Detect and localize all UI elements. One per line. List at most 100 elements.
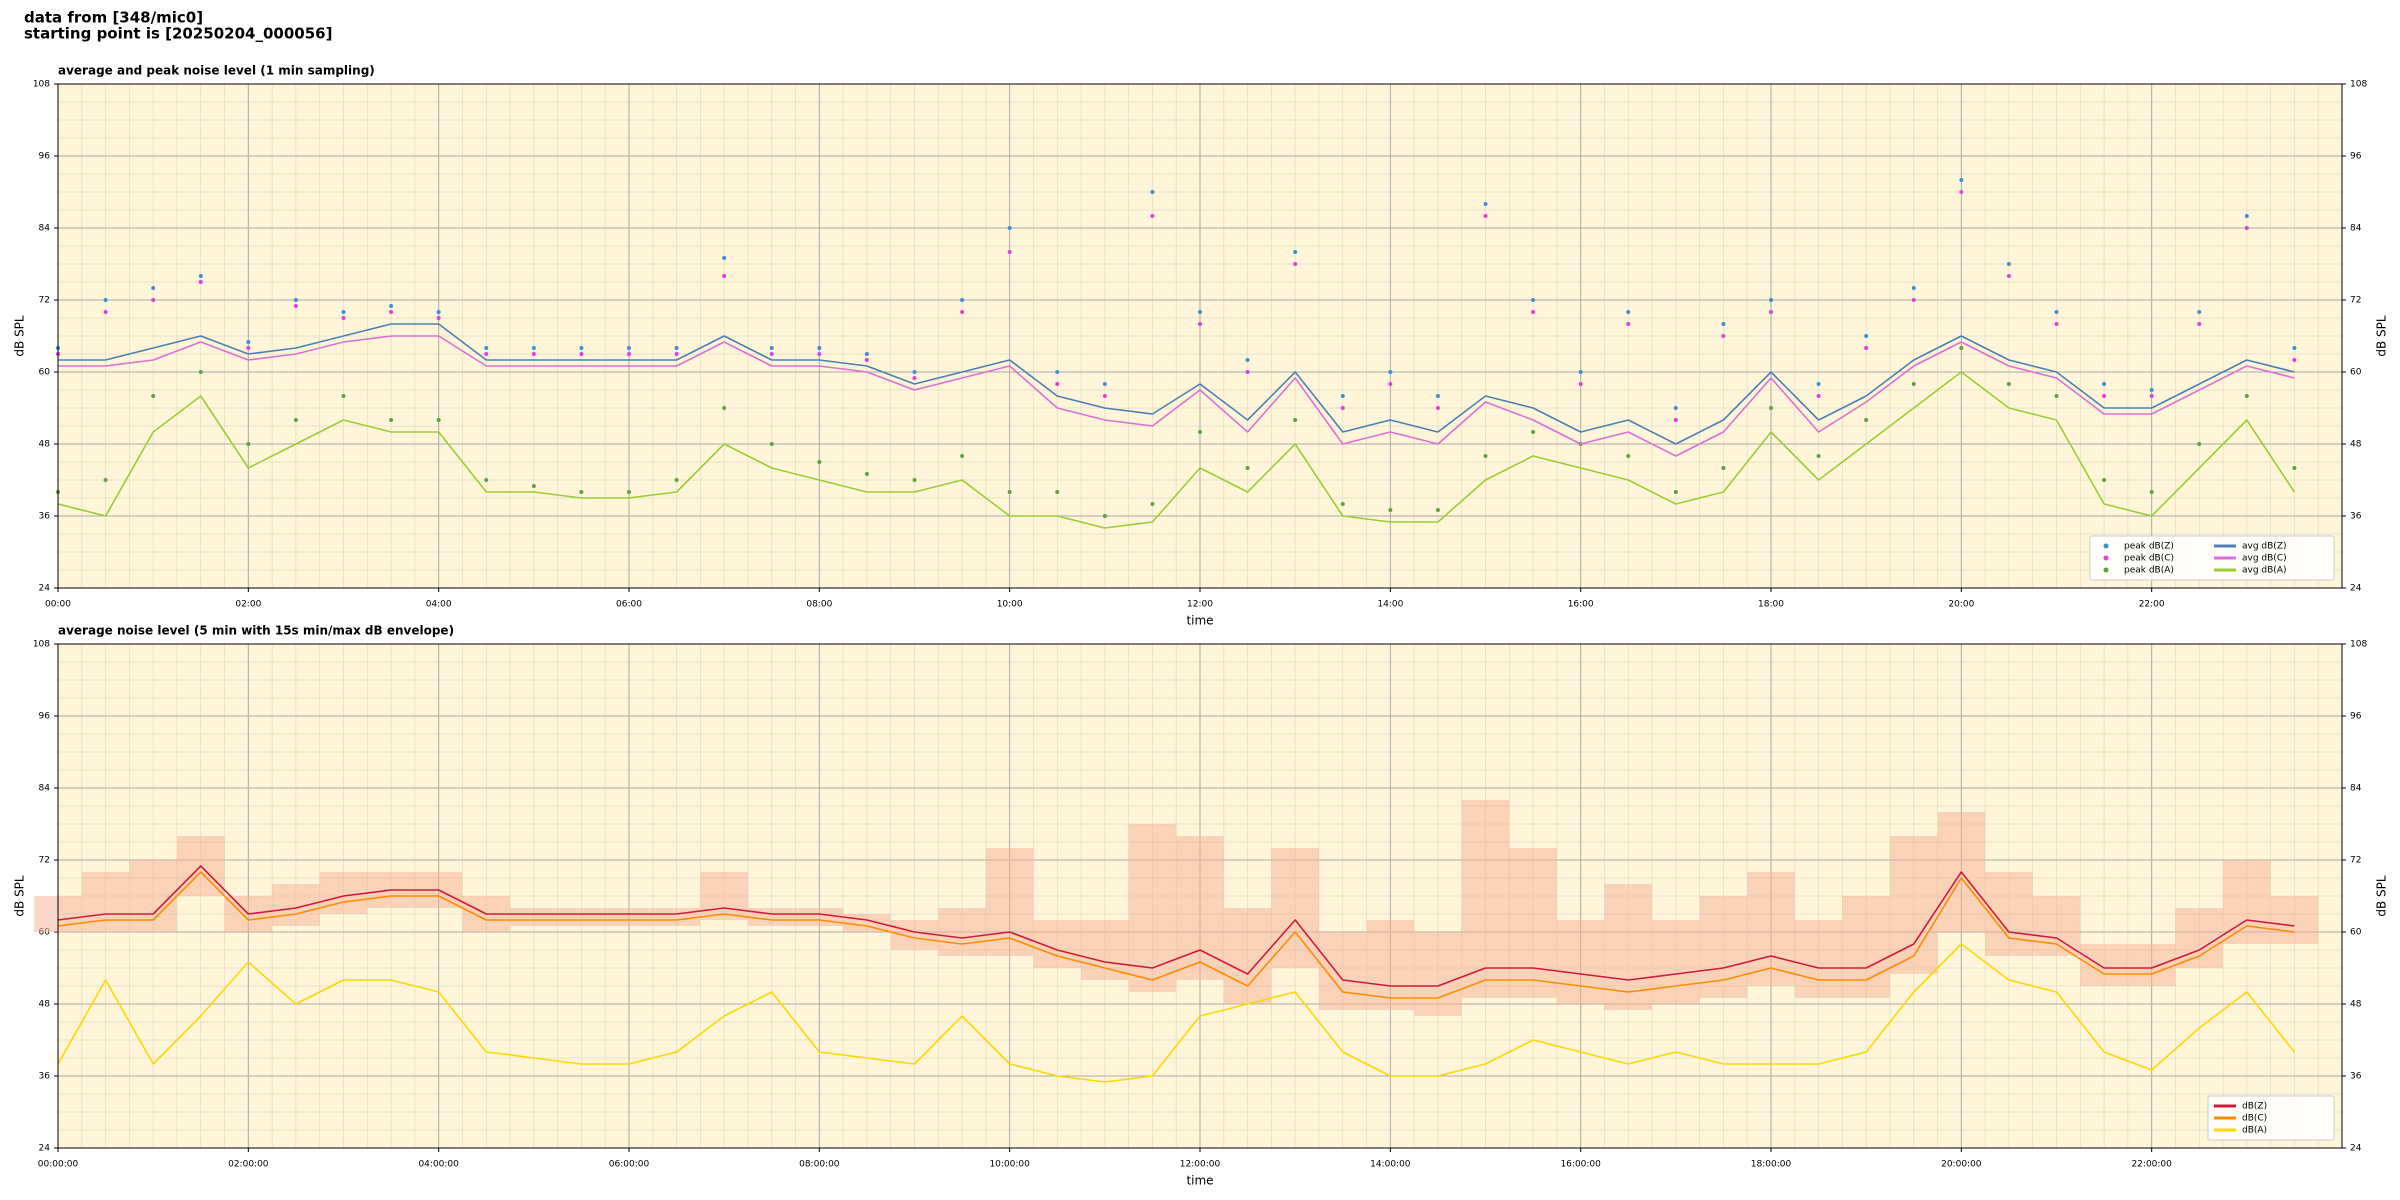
peak-point [1245,358,1250,362]
peak-point [1340,394,1345,398]
peak-point [960,454,965,458]
peak-point [436,316,441,320]
y-tick-label: 60 [39,928,51,938]
y2-axis-label: dB SPL [2375,875,2389,917]
peak-point [1959,178,1964,182]
y2-tick-label: 48 [2350,1000,2362,1010]
legend-box [2207,1095,2335,1141]
legend-label: dB(C) [2242,1114,2267,1124]
y2-tick-label: 60 [2350,368,2362,378]
envelope-band [81,872,130,932]
peak-point [151,394,156,398]
peak-point [912,370,917,374]
envelope-band [1747,872,1795,986]
x-tick-label: 02:00 [235,600,261,610]
envelope-band [747,908,796,926]
envelope-band [843,914,891,932]
peak-point [2244,214,2249,218]
peak-point [1483,214,1488,218]
x-tick-label: 16:00:00 [1560,1160,1601,1170]
envelope-band [2270,896,2319,944]
x-tick-label: 20:00:00 [1941,1160,1982,1170]
peak-point [2244,394,2249,398]
peak-point [1483,202,1488,206]
y-tick-label: 84 [39,784,51,794]
peak-point [627,352,631,356]
peak-point [2054,322,2059,326]
envelope-band [272,884,320,926]
peak-point [1435,394,1440,398]
peak-point [1816,382,1821,386]
peak-point [531,352,536,356]
peak-point [1102,382,1107,386]
peak-point [198,370,203,374]
peak-point [1531,298,1536,302]
peak-point [817,352,822,356]
peak-point [389,418,394,422]
y2-tick-label: 108 [2350,80,2367,90]
peak-point [436,310,441,314]
peak-point [1198,322,1202,326]
y-tick-label: 108 [33,80,50,90]
peak-point [579,352,584,356]
header-line: data from [348/mic0] [24,9,203,27]
peak-point [769,442,774,446]
peak-point [1055,370,1060,374]
peak-point [1007,250,1012,254]
x-tick-label: 10:00:00 [989,1160,1030,1170]
legend-label: dB(A) [2242,1126,2267,1136]
y-tick-label: 24 [39,1144,51,1154]
peak-point [2149,388,2154,392]
peak-point [1816,454,1821,458]
envelope-band [1794,920,1843,998]
peak-point [436,418,441,422]
peak-point [1578,382,1583,386]
peak-point [817,460,822,464]
y2-tick-label: 36 [2350,512,2362,522]
peak-point [1673,418,1678,422]
envelope-band [319,872,368,914]
envelope-band [605,908,653,926]
peak-point [722,274,727,278]
envelope-band [129,860,177,932]
legend-label: avg dB(Z) [2242,542,2287,552]
peak-point [1150,190,1155,194]
peak-point [864,472,869,476]
peak-point [2197,310,2202,314]
peak-point [341,310,346,314]
peak-point [1531,430,1536,434]
peak-point [2006,262,2011,266]
y2-tick-label: 60 [2350,928,2362,938]
peak-point [769,346,774,350]
y2-tick-label: 72 [2350,856,2361,866]
peak-point [1626,310,1631,314]
y-tick-label: 72 [39,296,50,306]
envelope-band [1699,896,1748,998]
envelope-band [1604,884,1653,1010]
peak-point [769,352,774,356]
peak-point [1245,370,1250,374]
x-tick-label: 04:00 [426,600,452,610]
peak-point [198,280,203,284]
plot-frame [57,643,2343,1149]
peak-point [1816,394,1821,398]
peak-point [674,346,679,350]
peak-point [389,310,394,314]
peak-point [293,304,298,308]
peak-point [1769,298,1773,302]
peak-point [341,316,346,320]
y2-tick-label: 96 [2350,712,2362,722]
peak-point [293,298,298,302]
peak-point [151,298,156,302]
peak-point [1007,490,1012,494]
peak-point [912,376,917,380]
y2-tick-label: 84 [2350,224,2362,234]
x-tick-label: 02:00:00 [228,1160,269,1170]
peak-point [1673,406,1678,410]
envelope-band [1556,920,1605,1004]
peak-point [1626,454,1631,458]
envelope-band [1366,920,1415,1010]
y-axis-label: dB SPL [13,315,27,357]
peak-point [864,352,869,356]
